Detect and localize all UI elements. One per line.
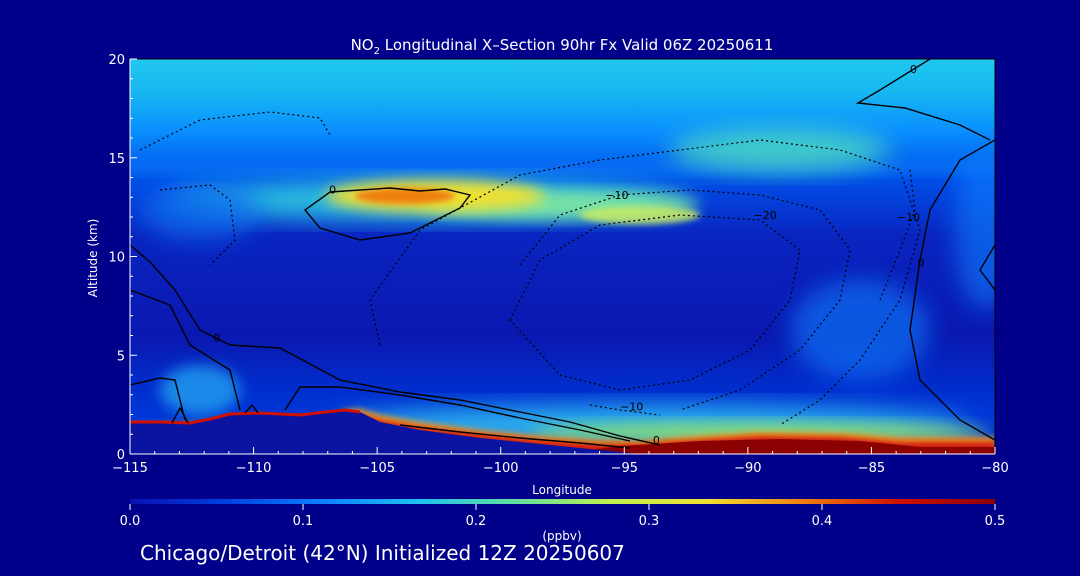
contour-label: −20 xyxy=(754,209,777,222)
colorbar-ramp xyxy=(130,499,995,504)
left-lower-blue xyxy=(160,365,240,415)
colorbar-tick-label: 0.4 xyxy=(812,514,833,529)
x-tick-label: −105 xyxy=(359,461,395,476)
y-tick-label: 5 xyxy=(117,349,125,364)
caption: Chicago/Detroit (42°N) Initialized 12Z 2… xyxy=(140,541,625,565)
contour-left-3 xyxy=(130,377,186,421)
contour-label: 0 xyxy=(213,331,220,344)
x-tick-label: −80 xyxy=(981,461,1008,476)
contour-label: 0 xyxy=(910,63,917,76)
colorbar-tick-label: 0.1 xyxy=(293,514,314,529)
contour-right-edge xyxy=(979,244,995,291)
colorbar-tick-label: 0.5 xyxy=(985,514,1006,529)
x-tick-label: −100 xyxy=(483,461,519,476)
contour-label: 0 xyxy=(653,434,660,447)
chart-title: NO2 Longitudinal X–Section 90hr Fx Valid… xyxy=(351,36,774,57)
contour-label: −10 xyxy=(620,401,643,414)
surface-max xyxy=(560,439,995,454)
contours-solid xyxy=(130,59,995,449)
terrain xyxy=(130,410,640,454)
y-tick-label: 10 xyxy=(108,251,125,266)
y-axis-label: Altitude (km) xyxy=(86,219,100,298)
contour-right-upper xyxy=(855,59,991,141)
x-tick-label: −90 xyxy=(734,461,761,476)
mid-band-yellow xyxy=(580,206,700,224)
contour-bump-2 xyxy=(244,403,259,414)
x-axis: −115 −110 −105 −100 −95 −90 −85 −80 xyxy=(112,447,1009,476)
dotted-minus10-inner xyxy=(519,189,851,411)
dotted-minus20 xyxy=(509,214,801,391)
x-axis-label: Longitude xyxy=(532,483,592,497)
upper-band-light xyxy=(670,128,890,172)
dotted-right-2 xyxy=(589,404,661,416)
contour-right-lower xyxy=(909,139,995,441)
contour-left-2 xyxy=(130,289,241,411)
terrain-edge xyxy=(130,408,361,425)
y-tick-label: 0 xyxy=(117,448,125,463)
y-axis: 0 5 10 15 20 xyxy=(108,53,137,463)
contour-bump-1 xyxy=(171,406,189,424)
contour-left-4 xyxy=(284,386,631,442)
contour-left-1 xyxy=(130,244,661,446)
contour-label: −10 xyxy=(605,189,628,202)
x-tick-label: −115 xyxy=(112,461,148,476)
contour-label: 0 xyxy=(917,256,924,269)
colorbar-tick-label: 0.2 xyxy=(466,514,487,529)
right-mid-blue xyxy=(790,280,930,380)
colorbar: 0.0 0.1 0.2 0.3 0.4 0.5 (ppbv) xyxy=(120,499,1006,543)
contour-labels: 0 −10 −20 −10 0 0 −10 0 0 xyxy=(213,63,924,447)
contour-low-slope xyxy=(399,424,631,449)
contour-label: −10 xyxy=(897,211,920,224)
right-edge-blue xyxy=(955,150,995,310)
dotted-minus10-outer xyxy=(369,139,921,426)
contours-dotted xyxy=(139,111,921,426)
x-tick-label: −95 xyxy=(611,461,638,476)
dotted-right-1 xyxy=(879,169,916,301)
y-tick-label: 15 xyxy=(108,152,125,167)
max-orange xyxy=(355,188,455,204)
colorbar-ticks: 0.0 0.1 0.2 0.3 0.4 0.5 xyxy=(120,504,1006,529)
left-upper-blue xyxy=(140,180,260,240)
x-tick-label: −85 xyxy=(858,461,885,476)
x-tick-label: −110 xyxy=(236,461,272,476)
contour-label: 0 xyxy=(329,183,336,196)
dotted-arc-inner xyxy=(159,184,236,266)
y-tick-label: 20 xyxy=(108,53,125,68)
plot-area: 0 −10 −20 −10 0 0 −10 0 0 xyxy=(130,59,995,454)
colorbar-tick-label: 0.0 xyxy=(120,514,141,529)
contour-zero-upper xyxy=(303,187,472,241)
colorbar-label: (ppbv) xyxy=(542,529,581,543)
concentration-field xyxy=(130,59,995,454)
colorbar-tick-label: 0.3 xyxy=(639,514,660,529)
